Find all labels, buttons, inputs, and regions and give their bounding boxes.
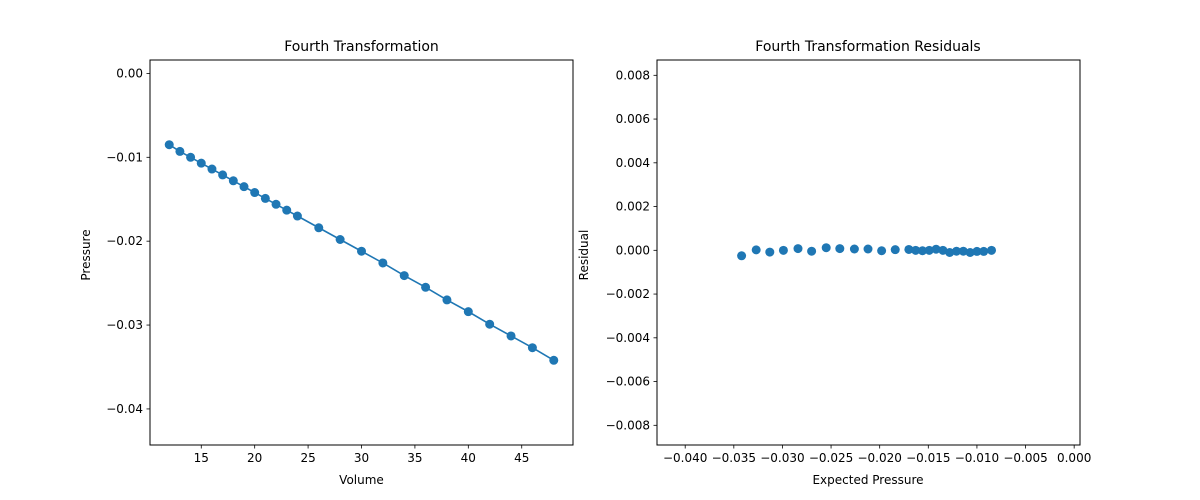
data-point [931, 244, 941, 254]
data-point [271, 199, 281, 209]
data-point [737, 251, 747, 261]
data-point [765, 247, 775, 257]
data-point [877, 246, 887, 256]
chart-title: Fourth Transformation [284, 39, 439, 55]
data-point [938, 245, 948, 255]
chart-title: Fourth Transformation Residuals [755, 39, 980, 55]
x-tick-label: 0.000 [1057, 451, 1091, 465]
y-tick-label: 0.004 [616, 156, 650, 170]
y-tick-label: 0.002 [616, 200, 650, 214]
data-point [207, 164, 217, 174]
data-point [196, 158, 206, 168]
data-point [260, 193, 270, 203]
data-point [282, 205, 292, 215]
data-point [917, 246, 927, 256]
x-axis-label: Expected Pressure [812, 473, 923, 487]
ticks: 15 20 25 30 35 40 45 0.00 −0.01 −0.02 −0.03 −0.04 [106, 66, 529, 465]
plot-frame [149, 59, 574, 446]
x-tick-label: −0.030 [760, 451, 804, 465]
x-tick-label: 40 [461, 451, 476, 465]
data-point [421, 282, 431, 292]
data-point [250, 188, 260, 198]
plot-frame [656, 59, 1081, 446]
data-point [945, 248, 955, 257]
y-tick-label: 0.00 [116, 66, 143, 80]
x-tick-label: −0.020 [857, 451, 901, 465]
data-point [485, 319, 495, 329]
ticks: −0.040 −0.035 −0.030 −0.025 −0.020 −0.015 −0.0… [606, 68, 1092, 465]
x-tick-label: −0.035 [712, 451, 756, 465]
data-point [904, 244, 914, 254]
data-point [292, 211, 302, 221]
data-point [863, 244, 873, 254]
data-point [835, 244, 845, 254]
x-tick-label: 30 [354, 451, 369, 465]
x-tick-label: 35 [407, 451, 422, 465]
y-tick-label: 0.006 [616, 112, 650, 126]
plot-marks [164, 140, 559, 365]
data-point [890, 245, 900, 255]
y-axis-label: Pressure [79, 229, 93, 280]
y-tick-label: −0.02 [106, 234, 143, 248]
x-tick-label: −0.025 [809, 451, 853, 465]
data-point [335, 234, 345, 244]
data-point [164, 140, 174, 150]
data-point [778, 245, 788, 255]
y-tick-label: −0.002 [606, 287, 650, 301]
y-tick-label: −0.01 [106, 150, 143, 164]
x-tick-label: −0.015 [906, 451, 950, 465]
data-point [952, 246, 962, 256]
residuals-chart: Fourth Transformation Residuals Expected… [577, 39, 1091, 487]
data-point [807, 246, 817, 256]
data-point [972, 246, 982, 256]
data-point [399, 271, 409, 281]
pressure-volume-chart: Fourth Transformation Volume Pressure 15… [79, 39, 574, 487]
x-tick-label: −0.005 [1003, 451, 1047, 465]
x-tick-label: 45 [514, 451, 529, 465]
x-tick-label: −0.010 [955, 451, 999, 465]
data-point [793, 244, 803, 254]
data-point [357, 246, 366, 256]
x-tick-label: 25 [300, 451, 315, 465]
y-tick-label: 0.008 [616, 68, 650, 82]
y-tick-label: −0.004 [606, 331, 650, 345]
data-point [751, 245, 761, 255]
data-point [186, 152, 196, 162]
data-point [987, 245, 997, 255]
data-point [965, 248, 975, 257]
data-point [958, 246, 968, 256]
data-point [463, 307, 473, 317]
data-point [549, 355, 559, 365]
data-point [979, 246, 989, 256]
data-point [378, 258, 388, 268]
data-point [506, 331, 516, 341]
y-tick-label: −0.008 [606, 418, 650, 432]
data-point [239, 182, 249, 192]
plot-marks [737, 243, 997, 261]
y-tick-label: −0.006 [606, 375, 650, 389]
y-tick-label: −0.03 [106, 318, 143, 332]
data-point [527, 343, 537, 353]
data-point [442, 295, 452, 305]
data-point [924, 245, 934, 255]
y-axis-label: Residual [577, 230, 591, 281]
data-point [218, 170, 228, 180]
data-point [911, 245, 921, 255]
x-tick-label: 20 [247, 451, 262, 465]
data-point [849, 244, 859, 254]
x-axis-label: Volume [339, 473, 384, 487]
x-tick-label: −0.040 [663, 451, 707, 465]
data-point [821, 243, 831, 253]
y-tick-label: 0.000 [616, 243, 650, 257]
x-tick-label: 15 [194, 451, 209, 465]
data-point [228, 176, 238, 186]
data-point [175, 146, 185, 156]
y-tick-label: −0.04 [106, 402, 143, 416]
data-point [314, 223, 324, 233]
